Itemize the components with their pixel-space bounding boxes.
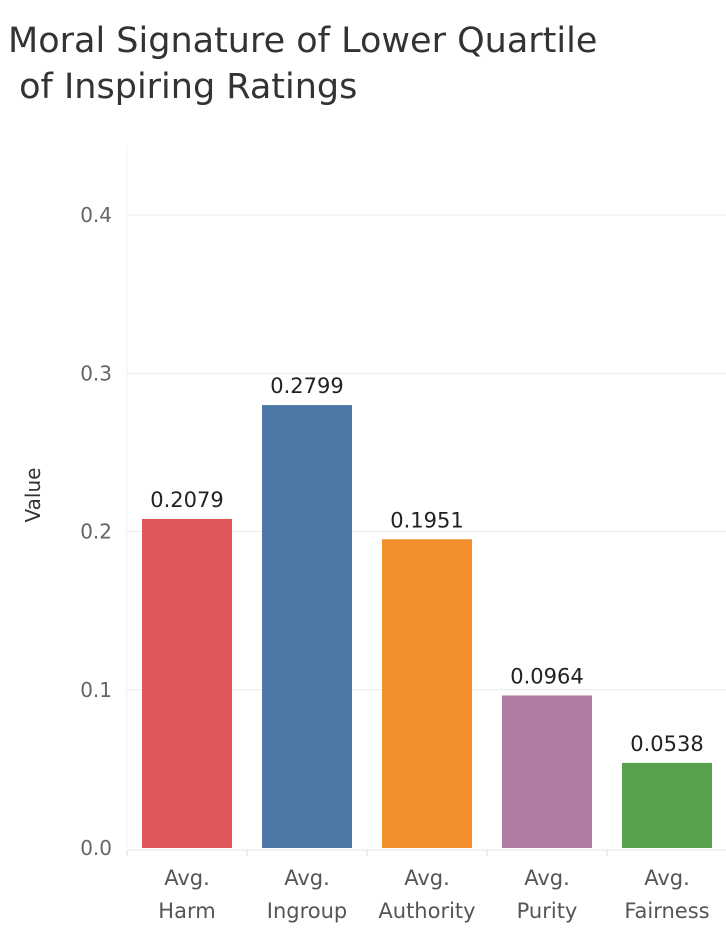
y-tick-label: 0.4 xyxy=(80,203,112,227)
data-label: 0.1951 xyxy=(390,508,463,532)
y-tick-label: 0.1 xyxy=(80,678,112,702)
data-label: 0.0538 xyxy=(630,732,703,756)
data-labels: 0.2079 0.2799 0.1951 0.0964 0.0538 xyxy=(150,374,703,756)
x-tick-label: Harm xyxy=(158,899,215,923)
bar xyxy=(382,539,472,848)
bar xyxy=(502,695,592,848)
x-tick-label: Purity xyxy=(517,899,578,923)
y-axis-label: Value xyxy=(21,468,45,523)
chart-title: Moral Signature of Lower Quartile of Ins… xyxy=(8,18,718,110)
x-tick-label: Authority xyxy=(378,899,475,923)
y-axis-ticks: 0.0 0.1 0.2 0.3 0.4 xyxy=(80,203,112,860)
data-label: 0.2799 xyxy=(270,374,343,398)
x-tick-label: Avg. xyxy=(284,866,330,890)
bar xyxy=(262,405,352,848)
y-tick-label: 0.2 xyxy=(80,520,112,544)
x-tick-label: Avg. xyxy=(164,866,210,890)
bars xyxy=(142,405,712,848)
data-label: 0.0964 xyxy=(510,664,583,688)
y-tick-label: 0.3 xyxy=(80,361,112,385)
x-tick-label: Fairness xyxy=(624,899,709,923)
data-label: 0.2079 xyxy=(150,488,223,512)
x-axis: Avg. Harm Avg. Ingroup Avg. Authority Avg. Puri… xyxy=(126,849,726,923)
x-tick-label: Avg. xyxy=(524,866,570,890)
x-tick-label: Ingroup xyxy=(267,899,348,923)
chart-title-line-1: Moral Signature of Lower Quartile xyxy=(8,21,598,61)
bar xyxy=(142,518,232,848)
x-tick-label: Avg. xyxy=(404,866,450,890)
y-tick-label: 0.0 xyxy=(80,836,112,860)
x-tick-label: Avg. xyxy=(644,866,690,890)
bar xyxy=(622,762,712,848)
chart-title-line-2: of Inspiring Ratings xyxy=(8,67,358,107)
